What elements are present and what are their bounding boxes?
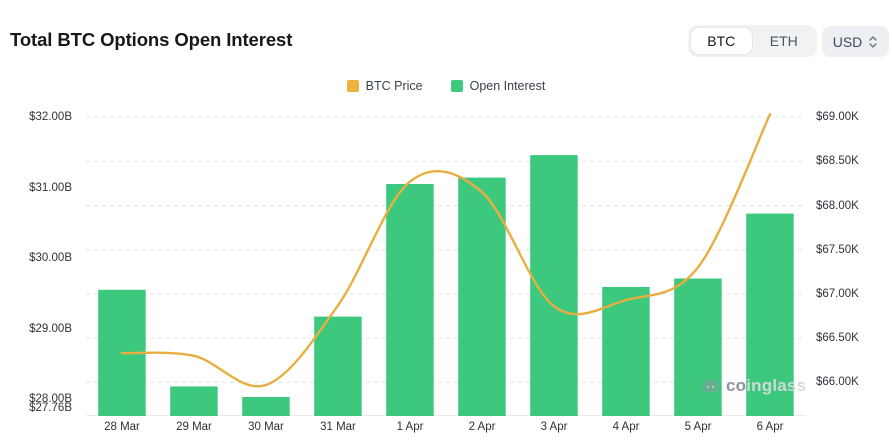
legend-item-btc-price[interactable]: BTC Price [346, 79, 423, 93]
open-interest-bar[interactable] [674, 278, 722, 417]
plot-canvas[interactable] [86, 113, 806, 417]
open-interest-bar[interactable] [170, 386, 218, 416]
x-axis-label: 5 Apr [684, 421, 712, 433]
x-axis: 28 Mar 29 Mar 30 Mar 31 Mar 1 Apr 2 Apr 3 Apr 4… [86, 421, 806, 433]
updown-chevron-icon [868, 35, 878, 49]
asset-toggle-eth-button[interactable]: ETH [754, 28, 815, 54]
x-axis-label: 1 Apr [396, 421, 424, 433]
page-title: Total BTC Options Open Interest [10, 29, 293, 50]
left-axis-tick: $28.00B [29, 393, 72, 406]
right-axis-tick: $68.00K [816, 199, 859, 212]
x-axis-label: 4 Apr [612, 421, 640, 433]
open-interest-bar[interactable] [242, 397, 290, 416]
open-interest-swatch-icon [450, 80, 463, 92]
btc-price-swatch-icon [346, 80, 359, 92]
left-y-axis: $32.00B $31.00B $30.00B $29.00B $28.00B $27.7… [0, 111, 72, 416]
legend-item-open-interest[interactable]: Open Interest [450, 79, 546, 93]
left-axis-tick: $31.00B [29, 181, 72, 194]
x-axis-label: 31 Mar [320, 421, 356, 433]
legend-label-btc-price: BTC Price [365, 79, 423, 93]
open-interest-bar[interactable] [386, 184, 434, 416]
open-interest-bar[interactable] [458, 177, 506, 416]
x-axis-label: 29 Mar [176, 421, 212, 433]
currency-select-value: USD [832, 33, 863, 50]
left-axis-tick: $29.00B [29, 322, 72, 335]
open-interest-bar[interactable] [602, 287, 650, 416]
right-axis-tick: $69.00K [816, 111, 859, 123]
open-interest-bar[interactable] [746, 213, 794, 416]
left-axis-tick: $32.00B [29, 111, 72, 123]
right-axis-tick: $66.00K [816, 376, 859, 389]
right-y-axis: $69.00K $68.50K $68.00K $67.50K $67.00K $66.5… [816, 111, 890, 416]
asset-toggle[interactable]: BTC ETH [688, 25, 817, 57]
left-axis-tick: $27.76B [29, 402, 72, 414]
asset-toggle-btc-button[interactable]: BTC [691, 28, 752, 54]
x-axis-label: 3 Apr [540, 421, 568, 433]
right-axis-tick: $68.50K [816, 155, 859, 168]
btc-price-line [120, 113, 772, 388]
legend-label-open-interest: Open Interest [469, 79, 546, 93]
open-interest-bar[interactable] [314, 316, 362, 416]
x-axis-label: 30 Mar [248, 421, 284, 433]
x-axis-label: 28 Mar [104, 421, 140, 433]
right-axis-tick: $67.00K [816, 287, 859, 300]
left-axis-tick: $30.00B [29, 252, 72, 264]
x-axis-label: 2 Apr [468, 421, 496, 433]
x-axis-label: 6 Apr [756, 421, 784, 433]
right-axis-tick: $66.50K [816, 332, 859, 345]
chart-legend: BTC Price Open Interest [86, 79, 806, 93]
currency-select[interactable]: USD [822, 26, 889, 57]
right-axis-tick: $67.50K [816, 243, 859, 256]
